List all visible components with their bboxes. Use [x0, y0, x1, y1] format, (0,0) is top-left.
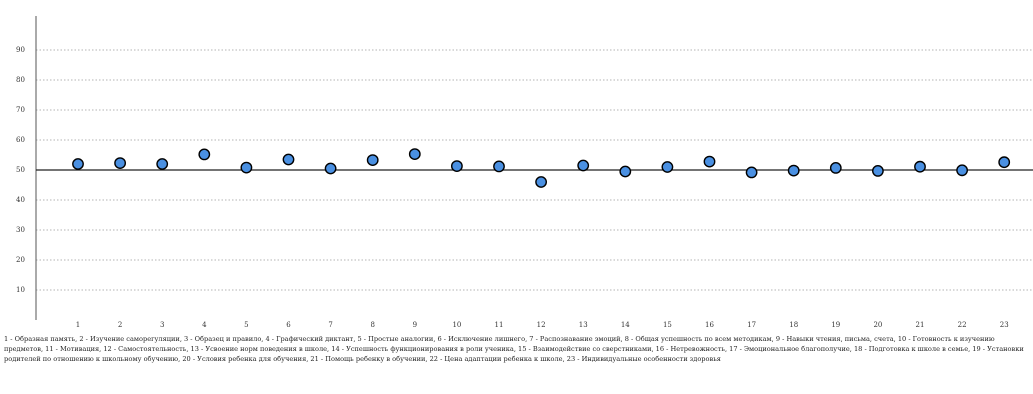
x-tick-label: 23	[1000, 321, 1009, 329]
y-tick-label: 70	[16, 106, 25, 114]
y-tick-label: 30	[16, 226, 25, 234]
data-point	[366, 154, 379, 167]
data-point	[619, 165, 632, 178]
data-point	[703, 155, 716, 168]
gridlines	[36, 49, 1033, 291]
x-tick-label: 5	[244, 321, 248, 329]
x-tick-label: 21	[916, 321, 925, 329]
data-point	[872, 164, 884, 177]
data-point	[324, 162, 337, 175]
data-point	[114, 157, 127, 170]
data-point	[450, 160, 463, 173]
data-point	[282, 153, 295, 166]
data-point	[577, 159, 590, 172]
x-tick-label: 22	[958, 321, 967, 329]
y-tick-label: 80	[16, 76, 25, 84]
data-point	[914, 160, 926, 173]
x-tick-label: 12	[537, 321, 546, 329]
x-tick-label: 8	[370, 321, 374, 329]
x-tick-label: 6	[286, 321, 291, 329]
x-tick-label: 16	[705, 321, 714, 329]
data-point	[535, 176, 547, 188]
x-tick-labels: 1 2 3 4 5 6 7 8 9 10 11 12 13 14 15 16 17 18 19 20 21 22 23	[76, 321, 1009, 329]
y-tick-label: 60	[16, 136, 25, 144]
x-tick-label: 13	[579, 321, 588, 329]
x-tick-label: 2	[118, 321, 122, 329]
x-tick-label: 20	[873, 321, 882, 329]
data-points	[72, 148, 1011, 188]
x-tick-label: 10	[452, 321, 461, 329]
legend-caption: 1 - Образная память, 2 - Изучение саморе…	[4, 335, 1024, 363]
data-point	[829, 161, 842, 174]
data-point	[198, 148, 211, 161]
x-tick-label: 7	[328, 321, 332, 329]
x-tick-label: 1	[76, 321, 80, 329]
x-tick-label: 11	[495, 321, 504, 329]
x-tick-label: 9	[413, 321, 417, 329]
data-point	[787, 164, 800, 177]
x-tick-label: 3	[160, 321, 164, 329]
data-point	[998, 156, 1011, 169]
data-point	[156, 158, 169, 170]
x-tick-label: 15	[663, 321, 672, 329]
data-point	[240, 161, 253, 174]
data-point	[493, 160, 505, 173]
x-tick-label: 19	[831, 321, 840, 329]
x-tick-label: 4	[202, 321, 207, 329]
data-point	[745, 166, 758, 179]
y-tick-label: 90	[16, 46, 25, 54]
data-point	[72, 158, 84, 170]
x-tick-label: 17	[747, 321, 756, 329]
y-tick-label: 10	[16, 286, 25, 294]
data-point	[661, 161, 674, 173]
data-point	[956, 164, 968, 177]
x-tick-label: 14	[621, 321, 630, 329]
y-tick-label: 20	[16, 256, 25, 264]
y-tick-label: 50	[16, 166, 25, 174]
y-tick-label: 40	[16, 196, 25, 204]
data-point	[408, 148, 421, 161]
y-tick-labels: 10 20 30 40 50 60 70 80 90	[16, 46, 25, 294]
x-tick-label: 18	[789, 321, 798, 329]
